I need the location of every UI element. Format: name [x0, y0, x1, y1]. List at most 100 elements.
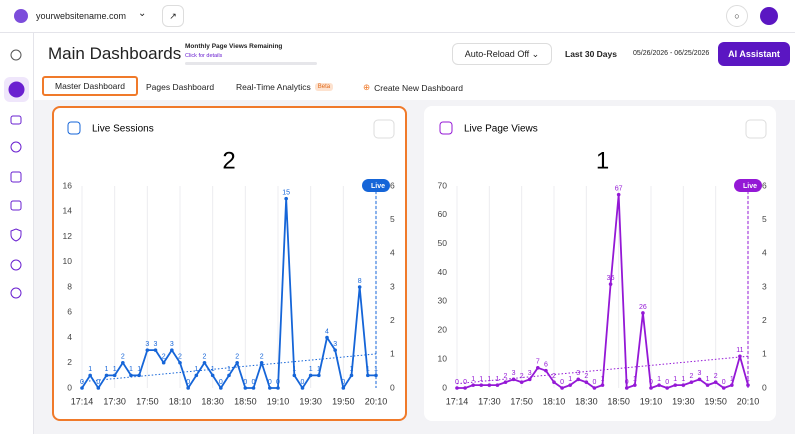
data-label: 0	[80, 379, 84, 386]
nav-icon[interactable]	[8, 81, 25, 98]
data-label: 11	[736, 347, 743, 354]
y-tick-label: 20	[438, 325, 448, 335]
data-label: 3	[576, 370, 580, 377]
tab[interactable]: Pages Dashboard	[146, 82, 214, 92]
point	[552, 380, 556, 385]
data-label: 1	[681, 376, 685, 383]
x-tick-label: 19:50	[332, 396, 355, 406]
point	[721, 386, 726, 390]
data-label: 0	[463, 379, 467, 386]
tips[interactable]: ○	[726, 5, 748, 27]
auto-reload-label: Auto-Reload Off	[464, 49, 530, 59]
data-label: 2	[584, 373, 588, 380]
point	[308, 373, 313, 378]
point	[697, 377, 702, 382]
data-label: 0	[560, 379, 564, 386]
card-title: Live Sessions	[92, 124, 154, 135]
card	[424, 106, 776, 421]
point	[186, 386, 190, 390]
y2-tick-label: 6	[762, 180, 767, 190]
dates[interactable]: 05/26/2026 - 06/25/2026	[633, 50, 710, 57]
data-label: 0	[268, 379, 272, 386]
point	[568, 383, 572, 387]
data-label: 1	[487, 376, 491, 383]
y-tick-label: 12	[63, 231, 73, 241]
point	[341, 386, 346, 390]
card	[52, 106, 407, 421]
tab-label: Pages Dashboard	[146, 82, 215, 92]
nav-icon[interactable]	[10, 49, 22, 61]
nav-icon[interactable]	[10, 115, 22, 125]
point	[88, 373, 92, 378]
point	[657, 383, 661, 387]
y2-tick-label: 4	[762, 248, 767, 258]
open-site[interactable]: ↗	[162, 5, 184, 27]
tab[interactable]: Real-Time Analytics Beta	[236, 82, 334, 92]
y-tick-label: 0	[67, 382, 72, 392]
nav-icon[interactable]	[10, 259, 22, 271]
tab[interactable]: ⊕ Create New Dashboard	[363, 82, 463, 93]
point	[243, 386, 248, 390]
point	[633, 383, 637, 387]
plus-icon: ⊕	[363, 82, 371, 92]
point	[624, 386, 629, 390]
nav-icon[interactable]	[10, 171, 22, 183]
point	[333, 348, 337, 352]
data-label: 1	[706, 376, 710, 383]
point	[455, 386, 459, 390]
data-label: 1	[317, 366, 321, 373]
filter-button[interactable]	[373, 119, 395, 139]
quota-link[interactable]: Click for details	[185, 53, 223, 59]
ai-assistant[interactable]: AI Assistant	[718, 42, 790, 66]
x-tick-label: 18:30	[575, 396, 598, 406]
site-dropdown[interactable]: ⌄	[138, 8, 147, 19]
point	[357, 285, 362, 289]
title-icon	[67, 121, 81, 135]
x-tick-label: 17:14	[446, 396, 469, 406]
nav-icon[interactable]	[10, 200, 22, 211]
live-label: Live	[743, 183, 757, 190]
point	[479, 383, 484, 387]
y2-tick-label: 2	[390, 315, 395, 325]
x-tick-label: 18:50	[607, 396, 630, 406]
point	[584, 380, 589, 385]
nav-icon[interactable]	[10, 228, 22, 242]
point	[259, 360, 264, 365]
y2-tick-label: 4	[390, 248, 395, 258]
filter-button[interactable]	[745, 119, 767, 139]
card-title: Live Page Views	[464, 124, 538, 135]
data-label: 2	[520, 373, 524, 380]
site-name[interactable]: yourwebsitename.com	[36, 11, 127, 21]
data-label: 0	[276, 379, 280, 386]
point	[471, 383, 475, 387]
data-label: 1	[88, 366, 92, 373]
quota-title: Monthly Page Views Remaining	[185, 43, 283, 50]
y2-tick-label: 1	[390, 349, 395, 359]
beta-badge: Beta	[314, 83, 334, 91]
y2-tick-label: 5	[390, 214, 395, 224]
tab-active[interactable]: Master Dashboard	[42, 76, 138, 96]
data-label: 1	[495, 376, 499, 383]
auto-reload[interactable]: Auto-Reload Off ⌄	[452, 43, 552, 65]
series-line	[81, 197, 376, 389]
x-tick-label: 20:10	[737, 396, 760, 406]
point	[705, 383, 710, 387]
point	[608, 282, 613, 286]
point	[178, 360, 182, 365]
y-tick-label: 30	[438, 296, 448, 306]
data-label: 2	[162, 354, 166, 361]
data-label: 67	[615, 186, 623, 193]
data-label: 0	[625, 379, 629, 386]
x-tick-label: 18:50	[234, 396, 257, 406]
avatar[interactable]	[760, 7, 778, 25]
nav-icon[interactable]	[10, 287, 22, 299]
y-tick-label: 0	[442, 382, 447, 392]
range[interactable]: Last 30 Days	[565, 49, 617, 59]
point	[511, 377, 516, 382]
data-label: 2	[552, 373, 556, 380]
nav-icon[interactable]	[10, 141, 22, 153]
live-label: Live	[371, 183, 385, 190]
point	[300, 386, 305, 390]
x-tick-label: 19:10	[640, 396, 663, 406]
point	[161, 360, 166, 365]
